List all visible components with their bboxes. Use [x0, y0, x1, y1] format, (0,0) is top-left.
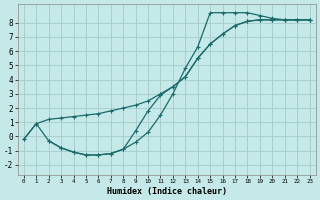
X-axis label: Humidex (Indice chaleur): Humidex (Indice chaleur) [107, 187, 227, 196]
